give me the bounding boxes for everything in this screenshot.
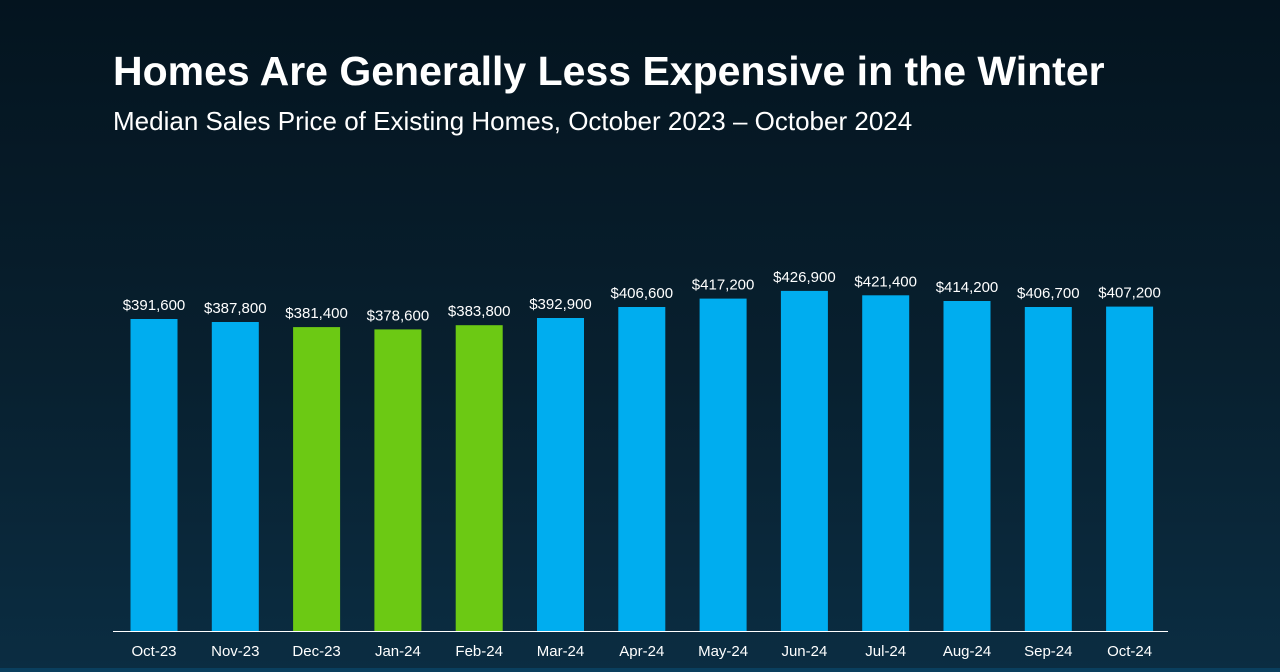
value-label: $381,400 <box>285 305 348 322</box>
value-label: $421,400 <box>854 273 917 290</box>
bar-jul-24 <box>862 295 910 631</box>
bar-apr-24 <box>618 307 666 631</box>
value-label: $387,800 <box>204 300 267 317</box>
bar-jun-24 <box>780 290 828 631</box>
value-label: $414,200 <box>936 279 999 296</box>
x-tick-label: Jan-24 <box>375 643 421 660</box>
bar-may-24 <box>699 298 747 631</box>
bar-mar-24 <box>537 318 584 631</box>
bar-oct-23 <box>130 319 178 631</box>
value-labels-group: $391,600 $387,800 $381,400 $378,600 $383,800… <box>123 269 1161 325</box>
value-label: $383,800 <box>448 303 511 320</box>
value-label: $392,900 <box>529 296 592 313</box>
x-tick-label: May-24 <box>698 643 748 660</box>
x-tick-label: Jul-24 <box>865 643 906 660</box>
value-label: $406,700 <box>1017 285 1080 302</box>
x-tick-label: Apr-24 <box>619 643 664 660</box>
value-label: $391,600 <box>123 297 186 314</box>
value-label: $407,200 <box>1098 285 1161 302</box>
chart-subtitle: Median Sales Price of Existing Homes, Oc… <box>113 106 913 136</box>
value-label: $406,600 <box>611 285 674 302</box>
x-tick-label: Oct-23 <box>131 643 176 660</box>
bar-feb-24 <box>455 325 503 631</box>
x-tick-label: Nov-23 <box>211 643 259 660</box>
value-label: $426,900 <box>773 269 836 286</box>
x-tick-label: Oct-24 <box>1107 643 1152 660</box>
chart-title: Homes Are Generally Less Expensive in th… <box>113 48 1105 94</box>
bar-aug-24 <box>943 301 991 631</box>
bar-jan-24 <box>374 329 422 631</box>
bar-oct-24 <box>1106 306 1154 631</box>
footer-strip <box>0 668 1280 672</box>
bar-dec-23 <box>293 327 341 631</box>
x-tick-label: Jun-24 <box>781 643 827 660</box>
bar-sep-24 <box>1024 307 1072 631</box>
x-tick-label: Sep-24 <box>1024 643 1072 660</box>
x-tick-label: Dec-23 <box>292 643 340 660</box>
bars-group <box>130 290 1154 631</box>
x-tick-labels-group: Oct-23 Nov-23 Dec-23 Jan-24 Feb-24 Mar-24 Apr-… <box>131 643 1152 660</box>
value-label: $417,200 <box>692 277 755 294</box>
bar-nov-23 <box>211 322 259 631</box>
value-label: $378,600 <box>367 307 430 324</box>
x-tick-label: Feb-24 <box>455 643 503 660</box>
x-tick-label: Aug-24 <box>943 643 991 660</box>
x-tick-label: Mar-24 <box>537 643 585 660</box>
